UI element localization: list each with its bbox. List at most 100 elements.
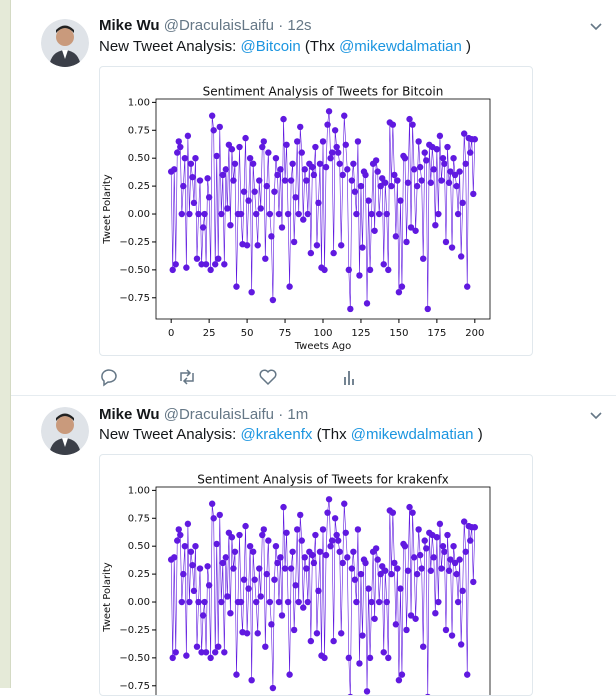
- data-point: [184, 132, 192, 140]
- data-point: [257, 205, 264, 212]
- data-point: [385, 654, 392, 662]
- data-point: [457, 641, 465, 648]
- data-point: [406, 503, 413, 511]
- data-point: [380, 649, 387, 656]
- data-point: [404, 567, 412, 574]
- like-button[interactable]: [259, 369, 277, 386]
- data-point: [313, 242, 321, 249]
- data-point: [233, 671, 240, 678]
- data-point: [199, 612, 207, 619]
- data-point: [300, 604, 307, 611]
- data-point: [213, 152, 220, 160]
- data-point: [181, 154, 189, 162]
- data-point: [418, 177, 425, 184]
- tweet[interactable]: Mike Wu @DraculaisLaifu · 1m New Tweet A…: [11, 396, 616, 696]
- data-point: [184, 520, 192, 528]
- user-handle[interactable]: @DraculaisLaifu: [163, 406, 275, 423]
- data-point: [287, 565, 295, 572]
- analytics-button[interactable]: [344, 371, 354, 385]
- data-point: [460, 130, 468, 137]
- data-point: [395, 676, 403, 684]
- data-point: [246, 154, 254, 162]
- data-point: [420, 255, 427, 262]
- data-point: [186, 210, 193, 218]
- user-name[interactable]: Mike Wu: [99, 17, 160, 34]
- data-point: [392, 233, 400, 240]
- data-point: [413, 182, 421, 190]
- data-point: [190, 587, 198, 595]
- data-point: [439, 542, 447, 550]
- timestamp[interactable]: · 12s: [278, 17, 312, 34]
- data-point: [389, 509, 397, 516]
- data-point: [441, 160, 448, 167]
- data-point: [322, 551, 330, 559]
- user-name[interactable]: Mike Wu: [99, 406, 160, 423]
- data-point: [471, 524, 479, 531]
- reply-button[interactable]: [101, 369, 117, 387]
- data-point: [222, 166, 230, 173]
- data-point: [277, 166, 284, 173]
- data-point: [171, 166, 178, 173]
- data-point: [248, 676, 255, 684]
- data-point: [207, 654, 214, 662]
- data-point: [215, 643, 222, 650]
- menu-caret[interactable]: [589, 409, 603, 423]
- data-point: [448, 244, 456, 251]
- data-point: [348, 177, 356, 184]
- tweet-text: New Tweet Analysis: @krakenfx (Thx @mike…: [99, 426, 483, 443]
- data-point: [290, 626, 298, 634]
- data-point: [333, 531, 340, 539]
- data-point: [391, 171, 398, 179]
- data-point: [398, 671, 406, 678]
- data-point: [328, 537, 336, 544]
- data-point: [208, 112, 216, 119]
- data-point: [362, 171, 369, 179]
- avatar[interactable]: [41, 407, 89, 455]
- user-handle[interactable]: @DraculaisLaifu: [163, 17, 275, 34]
- data-point: [365, 585, 372, 592]
- data-point: [327, 154, 334, 162]
- data-point: [303, 177, 310, 184]
- data-point: [412, 227, 419, 234]
- menu-caret[interactable]: [589, 20, 603, 34]
- data-point: [433, 146, 441, 153]
- chart-card[interactable]: Sentiment Analysis of Tweets for Bitcoin…: [99, 66, 533, 356]
- data-point: [310, 171, 318, 179]
- retweet-button[interactable]: [180, 369, 194, 385]
- y-tick-label: −0.25: [119, 625, 150, 636]
- tweet[interactable]: Mike Wu @DraculaisLaifu · 12s New Tweet …: [11, 0, 616, 395]
- data-point: [331, 515, 339, 522]
- x-axis-label: Tweets Ago: [294, 341, 352, 352]
- data-point: [339, 559, 346, 567]
- data-point: [347, 305, 354, 313]
- tweet-header: Mike Wu @DraculaisLaifu · 12s: [99, 17, 312, 34]
- data-point: [198, 261, 205, 268]
- data-point: [423, 157, 430, 164]
- mention[interactable]: @krakenfx: [240, 426, 313, 443]
- data-point: [216, 511, 223, 519]
- data-point: [442, 626, 450, 634]
- mention[interactable]: @mikewdalmatian: [350, 426, 474, 443]
- data-point: [368, 210, 375, 218]
- data-point: [382, 567, 389, 574]
- data-point: [371, 227, 378, 234]
- data-point: [383, 210, 390, 218]
- data-point: [331, 127, 339, 134]
- text: (Thx: [304, 38, 335, 55]
- data-point: [295, 210, 302, 218]
- data-point: [432, 221, 439, 229]
- mention[interactable]: @Bitcoin: [240, 38, 301, 55]
- data-point: [409, 121, 416, 128]
- mention[interactable]: @mikewdalmatian: [339, 38, 462, 55]
- data-point: [175, 526, 182, 533]
- avatar[interactable]: [41, 19, 89, 67]
- chart-card[interactable]: Sentiment Analysis of Tweets for krakenf…: [99, 454, 533, 696]
- x-tick-label: 0: [168, 328, 174, 339]
- data-point: [272, 542, 280, 550]
- data-point: [435, 598, 442, 606]
- data-point: [181, 542, 189, 550]
- data-point: [266, 598, 274, 606]
- timestamp[interactable]: · 1m: [278, 406, 309, 423]
- data-point: [356, 272, 363, 279]
